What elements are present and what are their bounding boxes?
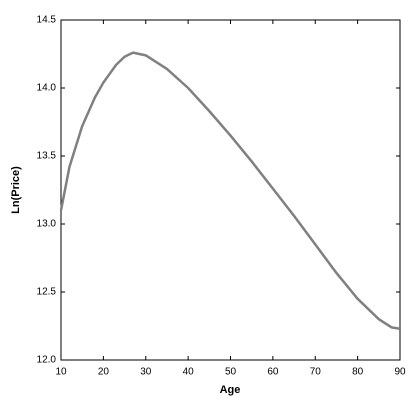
x-tick-label: 60 — [267, 367, 279, 378]
x-tick-label: 80 — [352, 367, 364, 378]
x-tick-label: 50 — [225, 367, 237, 378]
y-tick-label: 12.5 — [37, 287, 57, 298]
x-tick-label: 40 — [183, 367, 195, 378]
data-line — [59, 51, 401, 330]
y-tick-label: 13.5 — [37, 151, 57, 162]
y-tick-label: 14.0 — [37, 83, 57, 94]
y-tick-label: 12.0 — [37, 355, 57, 366]
x-tick-label: 30 — [140, 367, 152, 378]
y-tick-label: 13.0 — [37, 219, 57, 230]
y-tick-label: 14.5 — [37, 15, 57, 26]
x-tick-label: 20 — [98, 367, 110, 378]
y-axis-label: Ln(Price) — [10, 166, 22, 214]
x-tick-label: 10 — [55, 367, 67, 378]
x-tick-label: 70 — [310, 367, 322, 378]
x-tick-label: 90 — [394, 367, 406, 378]
x-axis-label: Age — [220, 384, 241, 396]
